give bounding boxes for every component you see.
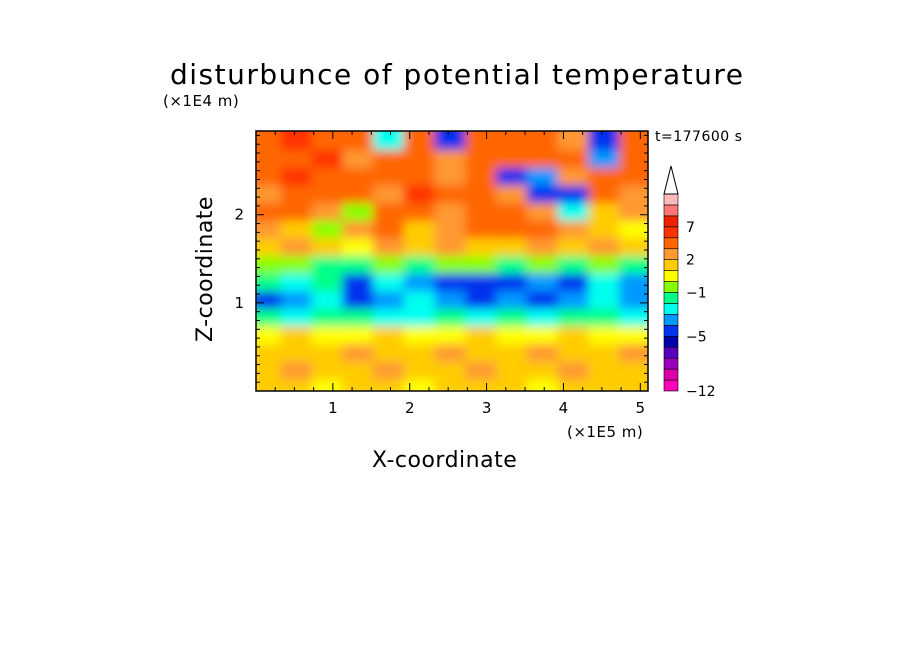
- x-tick-label: 1: [328, 399, 338, 417]
- colorbar-box: [663, 237, 679, 250]
- colorbar-box: [663, 259, 679, 271]
- x-tick-label: 3: [482, 399, 492, 417]
- colorbar-box: [663, 248, 679, 260]
- colorbar-tick-label: −12: [686, 384, 716, 400]
- colorbar-box: [663, 357, 679, 370]
- colorbar-box: [663, 335, 679, 348]
- colorbar-extend-triangle: [663, 165, 679, 195]
- colorbar-box: [663, 292, 679, 304]
- colorbar-box: [663, 281, 679, 293]
- plot-frame: [255, 130, 649, 392]
- x-axis-unit: (×1E5 m): [567, 423, 644, 441]
- colorbar: −12−5−127: [663, 165, 716, 400]
- colorbar-box: [663, 368, 679, 381]
- colorbar-box: [663, 204, 679, 217]
- time-label: t=177600 s: [655, 129, 743, 145]
- y-tick-label: 1: [234, 294, 244, 312]
- plot-area: [256, 131, 648, 391]
- colorbar-tick-label: 2: [686, 253, 695, 269]
- colorbar-box: [663, 379, 679, 392]
- colorbar-box: [663, 270, 679, 282]
- colorbar-box: [663, 193, 679, 206]
- colorbar-box: [663, 303, 679, 315]
- colorbar-box: [663, 325, 679, 337]
- x-tick-label: 4: [559, 399, 569, 417]
- x-axis-label: X-coordinate: [372, 448, 518, 473]
- colorbar-box: [663, 226, 679, 239]
- axis-ticks: 1 2 3 4 5 1 2: [234, 131, 648, 417]
- colorbar-tick-label: −1: [686, 286, 707, 302]
- colorbar-box: [663, 215, 679, 228]
- colorbar-tick-label: −5: [686, 329, 707, 345]
- colorbar-box: [663, 346, 679, 359]
- x-tick-label: 2: [405, 399, 415, 417]
- x-tick-label: 5: [636, 399, 646, 417]
- colorbar-tick-label: 7: [686, 220, 695, 236]
- y-axis-unit: (×1E4 m): [163, 92, 240, 110]
- chart-title: disturbunce of potential temperature: [170, 58, 745, 91]
- colorbar-box: [663, 314, 679, 326]
- y-tick-label: 2: [234, 206, 244, 224]
